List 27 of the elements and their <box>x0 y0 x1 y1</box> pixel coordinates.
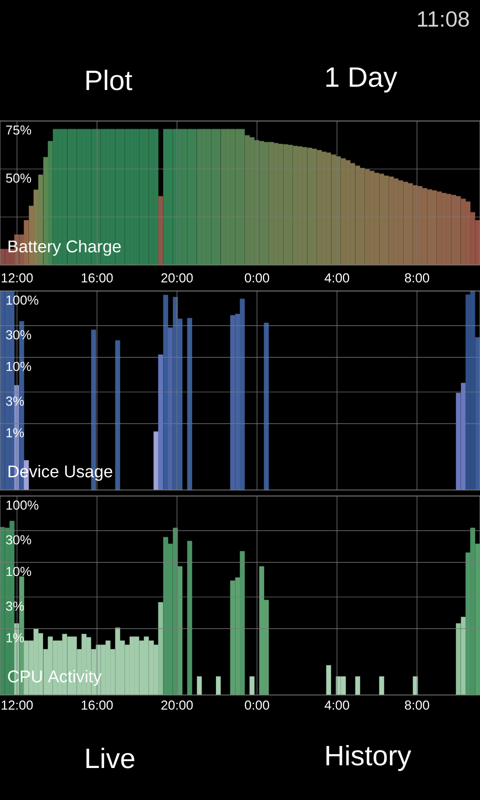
y-tick-label: 30% <box>6 535 32 544</box>
text: Live <box>86 748 134 768</box>
x-tick-label: 20:00 <box>161 700 193 710</box>
text: 11:08 <box>418 11 469 27</box>
x-tick-label: 4:00 <box>324 273 350 282</box>
x-tick-label: 16:00 <box>82 700 113 710</box>
y-tick-label: 3% <box>6 396 24 406</box>
x-tick-label: 0:00 <box>244 700 270 710</box>
text: Plot <box>86 70 132 90</box>
text: History <box>326 744 412 772</box>
y-tick-label: 10% <box>6 566 32 576</box>
y-tick-label: 50% <box>6 174 32 183</box>
y-tick-label: 75% <box>6 126 32 135</box>
x-tick-label: 8:00 <box>404 700 430 710</box>
text: 1 Day <box>326 67 398 93</box>
x-tick-label: 12:00 <box>2 700 33 710</box>
x-tick-label: 0:00 <box>244 273 270 282</box>
x-tick-label: 4:00 <box>324 700 350 710</box>
x-tick-label: 20:00 <box>161 273 193 282</box>
y-tick-label: 100% <box>6 500 38 510</box>
y-tick-label: 1% <box>6 633 24 642</box>
y-tick-label: 10% <box>6 362 32 372</box>
text: Battery Charge <box>8 240 121 256</box>
y-tick-label: 1% <box>6 428 24 438</box>
x-tick-label: 12:00 <box>2 273 33 282</box>
x-tick-label: 8:00 <box>404 273 430 282</box>
x-tick-label: 16:00 <box>82 273 113 282</box>
